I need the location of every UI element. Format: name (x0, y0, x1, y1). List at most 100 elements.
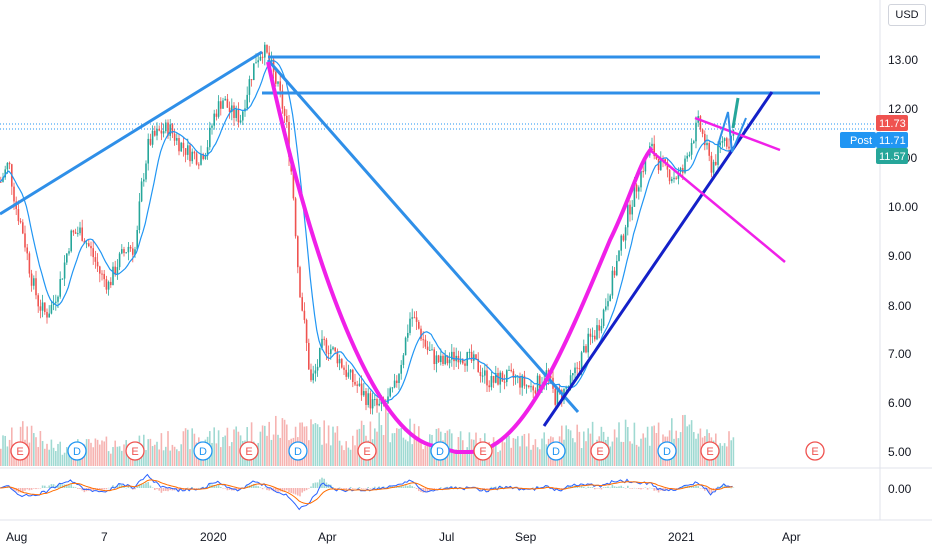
dividend-marker[interactable]: D (193, 441, 213, 461)
candle-body (17, 209, 20, 222)
candle-body (103, 273, 105, 280)
macd-histogram-bar (721, 485, 724, 488)
macd-histogram-bar (140, 483, 143, 488)
macd-histogram-bar (402, 486, 405, 488)
macd-histogram-bar (305, 488, 308, 491)
volume-bar (279, 437, 281, 466)
volume-bar (409, 418, 411, 466)
volume-bar (354, 445, 356, 466)
earnings-marker[interactable]: E (239, 441, 259, 461)
dividend-marker[interactable]: D (67, 441, 87, 461)
macd-histogram-bar (41, 485, 44, 488)
volume-bar (622, 441, 625, 466)
earnings-marker[interactable]: E (125, 441, 145, 461)
candle-body (655, 156, 658, 160)
volume-bar (213, 427, 215, 466)
dividend-marker[interactable]: D (546, 441, 566, 461)
volume-bar (466, 447, 468, 466)
candle-body (506, 370, 508, 383)
drawings[interactable] (0, 50, 820, 454)
candle-body (145, 163, 147, 180)
macd-histogram-bar (261, 488, 264, 490)
event-marker-circle (546, 441, 566, 461)
candle-body (316, 366, 319, 371)
candle-body (723, 138, 726, 141)
candle-body (459, 360, 462, 363)
candle-body (209, 127, 211, 148)
dividend-marker[interactable]: D (288, 441, 308, 461)
macd-histogram-bar (169, 488, 171, 491)
wedge-lines[interactable] (717, 111, 747, 153)
candle-body (121, 249, 123, 254)
volume-bar (514, 438, 517, 466)
volume-bar (534, 439, 537, 466)
candle-body (222, 100, 224, 109)
dividend-marker[interactable]: D (430, 441, 450, 461)
volume-bar (33, 433, 35, 466)
volume-bar (567, 429, 570, 466)
currency-selector[interactable]: USD (888, 4, 926, 26)
candle-body (299, 267, 301, 298)
macd-histogram-bar (209, 483, 211, 488)
macd-histogram-bar (316, 482, 319, 488)
volume-bar (222, 436, 224, 466)
candle-body (638, 187, 640, 192)
channel-line-upper[interactable] (694, 116, 781, 152)
volume-bar (356, 429, 358, 466)
uptrend-line-left[interactable] (0, 50, 263, 216)
volume-bar (118, 446, 121, 466)
candle-body (475, 354, 477, 359)
candle-body (332, 347, 334, 350)
macd-histogram-bar (490, 486, 493, 488)
cup-curve[interactable] (266, 61, 654, 454)
macd-histogram-bar (57, 484, 59, 488)
volume-bar (345, 441, 347, 466)
macd-histogram-bar (215, 485, 218, 488)
price-tick-7: 7.00 (888, 347, 912, 361)
macd-histogram-bar (147, 481, 149, 488)
macd-histogram-bar (314, 482, 317, 488)
earnings-marker[interactable]: E (805, 441, 825, 461)
earnings-marker[interactable]: E (590, 441, 610, 461)
macd-histogram-bar (409, 484, 411, 488)
breakout-line[interactable] (731, 97, 740, 129)
volume-bar (341, 445, 343, 466)
volume-bar (587, 428, 589, 466)
candle-body (22, 222, 24, 234)
earnings-marker[interactable]: E (10, 441, 30, 461)
event-marker-label: D (663, 446, 671, 458)
candle-body (136, 229, 138, 250)
downtrend-line[interactable] (266, 59, 580, 413)
volume-bar (281, 418, 284, 466)
candle-body (521, 375, 523, 388)
candle-body (451, 351, 453, 360)
candle-body (402, 355, 405, 365)
channel-line-lower[interactable] (649, 149, 786, 263)
earnings-marker[interactable]: E (357, 441, 377, 461)
support-trendline[interactable] (542, 91, 774, 427)
volume-bar (156, 441, 158, 466)
candle-body (167, 122, 169, 136)
volume-bar (116, 446, 119, 466)
volume-bar (325, 443, 328, 466)
volume-bar (264, 425, 266, 466)
volume-bar (523, 434, 526, 466)
candle-body (618, 250, 620, 261)
earnings-marker[interactable]: E (473, 441, 493, 461)
volume-bar (699, 428, 702, 466)
volume-bar (611, 441, 614, 466)
volume-bar (387, 412, 389, 466)
volume-bar (349, 449, 352, 466)
volume-bar (404, 439, 407, 466)
volume-bar (237, 431, 240, 466)
volume-bar (690, 420, 693, 466)
dividend-marker[interactable]: D (657, 441, 677, 461)
macd-histogram-bar (624, 488, 627, 489)
volume-bar (63, 452, 66, 466)
earnings-marker[interactable]: E (700, 441, 720, 461)
volume-bar (162, 450, 165, 466)
macd-histogram (0, 477, 735, 497)
candle-body (125, 252, 127, 254)
